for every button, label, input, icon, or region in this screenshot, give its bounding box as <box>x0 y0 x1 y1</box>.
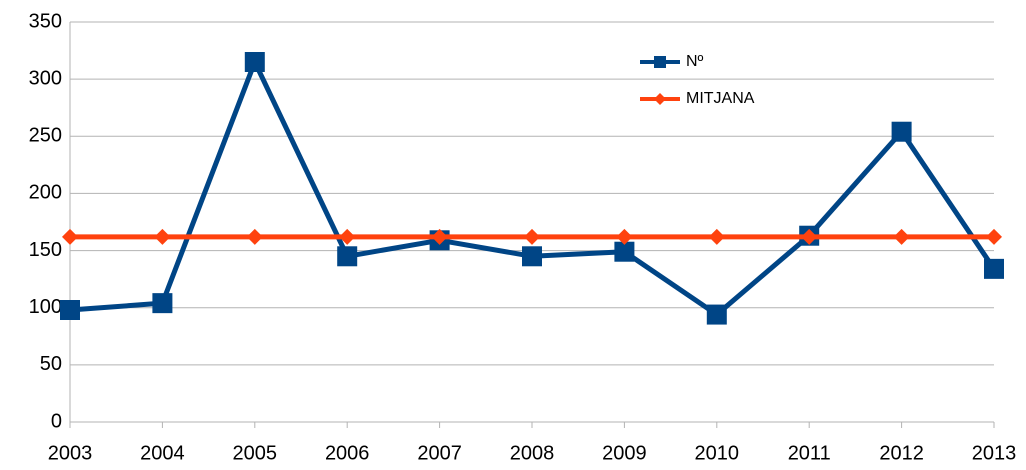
series-line <box>69 59 997 318</box>
marker <box>706 304 727 325</box>
marker <box>891 121 912 142</box>
y-tick-label: 0 <box>51 410 62 432</box>
marker <box>246 228 263 245</box>
x-tick-label: 2011 <box>788 442 831 464</box>
x-tick-label: 2006 <box>325 442 370 464</box>
marker <box>62 228 78 245</box>
marker <box>244 52 265 72</box>
y-tick-label: 150 <box>29 239 62 261</box>
x-tick-label: 2012 <box>879 442 924 464</box>
y-tick-label: 100 <box>29 296 62 318</box>
legend-marker <box>654 56 666 68</box>
marker <box>614 241 635 262</box>
legend-marker <box>654 93 666 105</box>
marker <box>893 228 910 245</box>
marker <box>984 258 1004 279</box>
y-tick-label: 50 <box>40 353 62 375</box>
x-tick-label: 2004 <box>140 442 185 464</box>
x-tick-label: 2007 <box>417 442 462 464</box>
y-tick-label: 200 <box>29 182 62 204</box>
marker <box>986 228 1002 245</box>
marker <box>431 228 448 245</box>
marker <box>616 228 633 245</box>
marker <box>60 300 80 320</box>
x-tick-label: 2013 <box>972 442 1017 464</box>
marker <box>524 228 540 245</box>
x-tick-label: 2005 <box>233 442 278 464</box>
legend-label: Nº <box>686 53 704 70</box>
y-tick-label: 300 <box>29 67 62 89</box>
x-tick-label: 2009 <box>602 442 647 464</box>
marker <box>801 228 818 245</box>
x-tick-label: 2008 <box>510 442 555 464</box>
legend-label: MITJANA <box>686 90 755 107</box>
marker <box>154 228 171 245</box>
marker <box>337 246 358 267</box>
y-tick-label: 350 <box>29 10 62 32</box>
x-tick-label: 2010 <box>695 442 740 464</box>
marker <box>152 293 173 314</box>
marker <box>522 246 542 267</box>
marker <box>708 228 725 245</box>
marker <box>339 228 356 245</box>
y-tick-label: 250 <box>29 125 62 147</box>
x-tick-label: 2003 <box>48 442 93 464</box>
